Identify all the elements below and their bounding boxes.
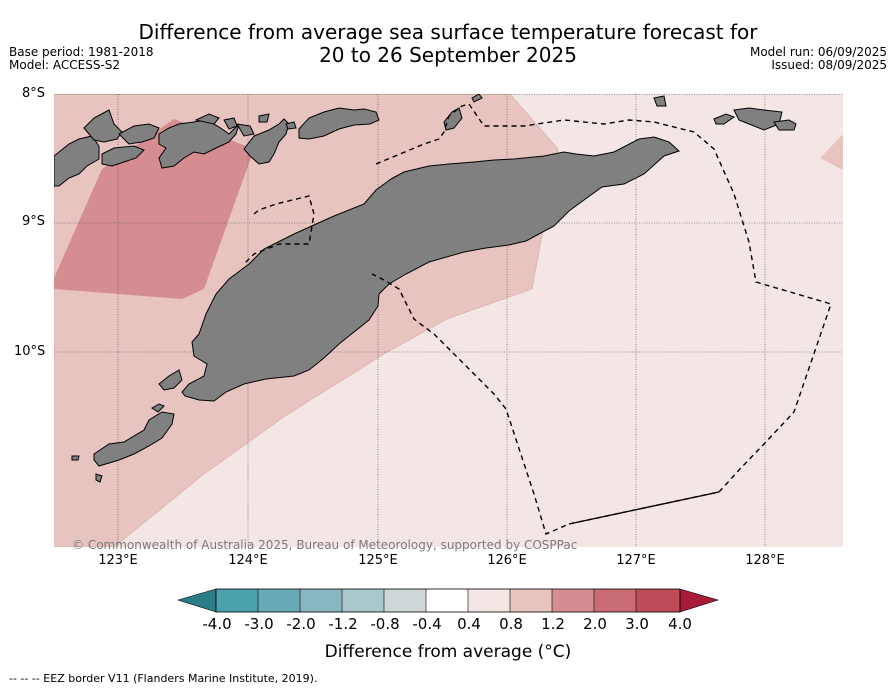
land-solor	[194, 113, 220, 125]
land-islet-7	[95, 473, 103, 483]
colorbar-cell-9	[552, 589, 594, 612]
land-islet-2	[258, 113, 270, 123]
base-period: Base period: 1981-2018	[9, 45, 154, 59]
land-wetar-west	[298, 107, 380, 140]
colorbar-label: Difference from average (°C)	[324, 642, 572, 662]
land-islet-8	[151, 403, 165, 413]
gridlines	[54, 94, 843, 547]
land-islet-6	[71, 455, 80, 461]
colorbar-cell-2	[258, 589, 300, 612]
land-rote	[158, 369, 183, 391]
colorbar-cell-5	[384, 589, 426, 612]
land-alor-east	[118, 123, 160, 145]
colorbar-cell-11	[636, 589, 680, 612]
eez-footnote: -- -- -- EEZ border V11 (Flanders Marine…	[9, 672, 318, 685]
model-run: Model run: 06/09/2025	[749, 45, 887, 59]
land-kisar	[443, 107, 463, 131]
chart-title-line2: 20 to 26 September 2025	[319, 43, 577, 67]
lat-label-10s: 10°S	[14, 344, 46, 359]
eez-solid-segment	[568, 491, 720, 525]
land-timor	[181, 136, 680, 402]
land-alor-south	[101, 145, 145, 167]
sst-map	[54, 94, 843, 547]
colorbar-tick: 0.8	[499, 615, 523, 633]
colorbar-cell-10	[594, 589, 636, 612]
land-islet-4	[471, 94, 483, 103]
colorbar-tick: 2.0	[583, 615, 607, 633]
colorbar-extend-low	[178, 588, 217, 613]
anomaly-patch-east	[820, 134, 843, 170]
colorbar-tick: 4.0	[668, 615, 692, 633]
colorbar-cell-4	[342, 589, 384, 612]
lat-label-8s: 8°S	[22, 86, 46, 101]
colorbar-tick: -0.8	[370, 615, 400, 633]
meta-left: Base period: 1981-2018 Model: ACCESS-S2	[9, 46, 154, 72]
colorbar-tick: -0.4	[412, 615, 442, 633]
land-adonara	[223, 117, 238, 130]
lon-label-127e: 127°E	[616, 553, 656, 568]
land-islet-3	[285, 121, 297, 130]
colorbar-cell-1	[216, 589, 258, 612]
model-name: Model: ACCESS-S2	[9, 58, 121, 72]
colorbar-tick: 0.4	[457, 615, 481, 633]
land-moa	[773, 119, 797, 131]
lon-label-126e: 126°E	[487, 553, 527, 568]
anomaly-band-1.2-2.0	[54, 119, 254, 299]
copyright-text: © Commonwealth of Australia 2025, Bureau…	[72, 538, 578, 552]
colorbar-cell-8	[510, 589, 552, 612]
colorbar-tick: -1.2	[328, 615, 358, 633]
land-islet-5	[653, 95, 667, 107]
colorbar-tick: -2.0	[286, 615, 316, 633]
colorbar-tick: 3.0	[625, 615, 649, 633]
eez-border	[243, 103, 832, 535]
colorbar-tick: -4.0	[202, 615, 232, 633]
lon-label-124e: 124°E	[228, 553, 268, 568]
colorbar-tick: -3.0	[244, 615, 274, 633]
land-alor	[54, 135, 100, 187]
land-islet-1	[236, 123, 255, 137]
issued-date: Issued: 08/09/2025	[771, 58, 887, 72]
colorbar-extend-high	[679, 588, 720, 613]
lon-label-128e: 128°E	[745, 553, 785, 568]
colorbar	[178, 588, 720, 613]
colorbar-tick: 1.2	[541, 615, 565, 633]
colorbar-cell-6	[426, 589, 468, 612]
lat-label-9s: 9°S	[22, 214, 46, 229]
chart-title-line1: Difference from average sea surface temp…	[138, 20, 758, 44]
colorbar-cell-7	[468, 589, 510, 612]
colorbar-cell-3	[300, 589, 342, 612]
land-sawu	[93, 411, 175, 467]
meta-right: Model run: 06/09/2025 Issued: 08/09/2025	[750, 46, 887, 72]
land-flores-east	[243, 118, 290, 165]
lon-label-123e: 123°E	[98, 553, 138, 568]
land-lakor	[713, 113, 736, 125]
land-masses	[54, 94, 797, 483]
lon-label-125e: 125°E	[358, 553, 398, 568]
